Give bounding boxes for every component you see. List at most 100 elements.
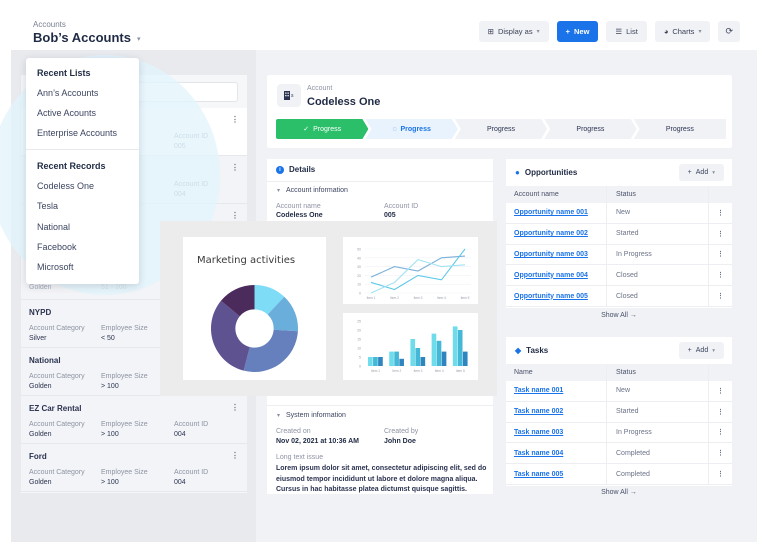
menu-item-facebook[interactable]: Facebook — [37, 242, 77, 252]
progress-step-3[interactable]: Progress — [455, 119, 547, 139]
list-item[interactable]: Ford ⋮ Account Category Golden Employee … — [21, 444, 247, 492]
kebab-menu-icon[interactable]: ⋮ — [717, 272, 724, 280]
svg-text:40: 40 — [357, 256, 361, 260]
status-cell: Closed — [607, 265, 709, 286]
details-title: Details — [289, 165, 316, 174]
field-value: 004 — [174, 431, 186, 438]
field-value: < 50 — [101, 335, 115, 342]
menu-item-national[interactable]: National — [37, 222, 71, 232]
field-value: Golden — [29, 431, 52, 438]
menu-item-anns-accounts[interactable]: Ann’s Accounts — [37, 88, 99, 98]
system-information-toggle[interactable]: ▾ System information — [277, 412, 346, 419]
record-link[interactable]: Task name 004 — [514, 449, 564, 457]
grid-icon: ⊞ — [487, 27, 494, 36]
list-button[interactable]: ☰ List — [606, 21, 647, 42]
breadcrumb[interactable]: Accounts — [33, 20, 66, 29]
progress-step-4[interactable]: Progress — [544, 119, 636, 139]
menu-item-enterprise-accounts[interactable]: Enterprise Accounts — [37, 128, 118, 138]
kebab-menu-icon[interactable]: ⋮ — [231, 403, 239, 412]
svg-text:50: 50 — [357, 248, 361, 252]
field-value: Golden — [29, 284, 52, 291]
tasks-show-all-link[interactable]: Show All → — [601, 489, 637, 496]
record-link[interactable]: Opportunity name 003 — [514, 250, 588, 258]
menu-item-codeless-one[interactable]: Codeless One — [37, 181, 95, 191]
menu-item-microsoft[interactable]: Microsoft — [37, 262, 74, 272]
display-as-button[interactable]: ⊞ Display as ▾ — [478, 21, 549, 42]
record-link[interactable]: Opportunity name 005 — [514, 292, 588, 300]
field-label: Employee Size — [101, 469, 148, 476]
record-link[interactable]: Task name 005 — [514, 470, 564, 478]
svg-text:20: 20 — [357, 274, 361, 278]
progress-step-5[interactable]: Progress — [633, 119, 727, 139]
kebab-menu-icon[interactable]: ⋮ — [717, 209, 724, 217]
kebab-menu-icon[interactable]: ⋮ — [717, 230, 724, 238]
svg-text:Item 4: Item 4 — [435, 369, 444, 373]
svg-text:s: s — [291, 93, 294, 99]
svg-text:25: 25 — [357, 320, 361, 324]
status-cell: Completed — [607, 443, 709, 464]
svg-text:15: 15 — [357, 338, 361, 342]
table-header: Name Status — [506, 364, 732, 381]
record-link[interactable]: Opportunity name 002 — [514, 230, 588, 238]
column-header[interactable]: Account name — [506, 186, 607, 203]
chevron-down-icon: ▾ — [536, 29, 540, 35]
refresh-icon: ⟳ — [725, 26, 733, 36]
table-row: Opportunity name 004 Closed ⋮ — [506, 265, 732, 287]
list-item[interactable]: EZ Car Rental ⋮ Account Category Golden … — [21, 396, 247, 444]
progress-step-1[interactable]: ✓ Progress — [276, 119, 368, 139]
table-row: Task name 005 Completed ⋮ — [506, 464, 732, 485]
chevron-down-icon: ▾ — [277, 188, 281, 194]
record-link[interactable]: Task name 002 — [514, 408, 564, 416]
field-label: Account ID — [384, 203, 419, 210]
kebab-menu-icon[interactable]: ⋮ — [231, 211, 239, 220]
kebab-menu-icon[interactable]: ⋮ — [717, 387, 724, 395]
field-label: Account name — [276, 203, 321, 210]
opportunities-show-all-link[interactable]: Show All → — [601, 312, 637, 319]
recent-lists-heading: Recent Lists — [37, 68, 91, 78]
column-header[interactable]: Name — [506, 364, 607, 381]
building-icon: s — [277, 84, 301, 107]
divider — [267, 181, 493, 182]
record-link[interactable]: Opportunity name 001 — [514, 209, 588, 217]
kebab-menu-icon[interactable]: ⋮ — [717, 450, 724, 458]
progress-step-2[interactable]: ◌ Progress — [365, 119, 457, 139]
kebab-menu-icon[interactable]: ⋮ — [231, 115, 239, 124]
kebab-menu-icon[interactable]: ⋮ — [231, 451, 239, 460]
record-link[interactable]: Task name 001 — [514, 387, 564, 395]
field-label: Long text issue — [276, 454, 324, 461]
refresh-button[interactable]: ⟳ — [718, 21, 740, 42]
kebab-menu-icon[interactable]: ⋮ — [717, 251, 724, 259]
account-information-toggle[interactable]: ▾ Account information — [277, 187, 348, 194]
column-header[interactable]: Status — [607, 186, 709, 203]
field-value: Golden — [29, 479, 52, 486]
list-view-selector[interactable]: Bob’s Accounts ▾ — [33, 30, 141, 45]
menu-item-active-accounts[interactable]: Active Acounts — [37, 108, 97, 118]
kebab-menu-icon[interactable]: ⋮ — [717, 429, 724, 437]
kebab-menu-icon[interactable]: ⋮ — [717, 408, 724, 416]
kebab-menu-icon[interactable]: ⋮ — [231, 163, 239, 172]
add-opportunity-button[interactable]: + Add ▾ — [678, 164, 724, 181]
record-link[interactable]: Opportunity name 004 — [514, 271, 588, 279]
section-heading: System information — [286, 412, 346, 419]
kebab-menu-icon[interactable]: ⋮ — [717, 471, 724, 479]
field-label: Employee Size — [101, 325, 148, 332]
new-button[interactable]: + New — [556, 21, 599, 42]
spinner-icon: ◌ — [392, 125, 397, 133]
account-name: NYPD — [29, 308, 52, 317]
menu-item-tesla[interactable]: Tesla — [37, 201, 59, 211]
step-label: Progress — [400, 125, 431, 133]
record-link[interactable]: Task name 003 — [514, 428, 564, 436]
table-row: Task name 004 Completed ⋮ — [506, 443, 732, 465]
column-header[interactable]: Status — [607, 364, 709, 381]
field-value: Codeless One — [276, 212, 323, 219]
table-row: Task name 001 New ⋮ — [506, 381, 732, 402]
table-row: Task name 002 Started ⋮ — [506, 401, 732, 423]
check-icon: ✓ — [303, 126, 310, 133]
svg-text:0: 0 — [359, 365, 361, 369]
add-task-button[interactable]: + Add ▾ — [678, 342, 724, 359]
tasks-header: ◆ Tasks + Add ▾ — [506, 337, 732, 364]
field-label: Employee Size — [101, 421, 148, 428]
charts-button[interactable]: ◕ Charts ▾ — [654, 21, 711, 42]
kebab-menu-icon[interactable]: ⋮ — [717, 293, 724, 301]
svg-text:Item 2: Item 2 — [390, 296, 399, 300]
